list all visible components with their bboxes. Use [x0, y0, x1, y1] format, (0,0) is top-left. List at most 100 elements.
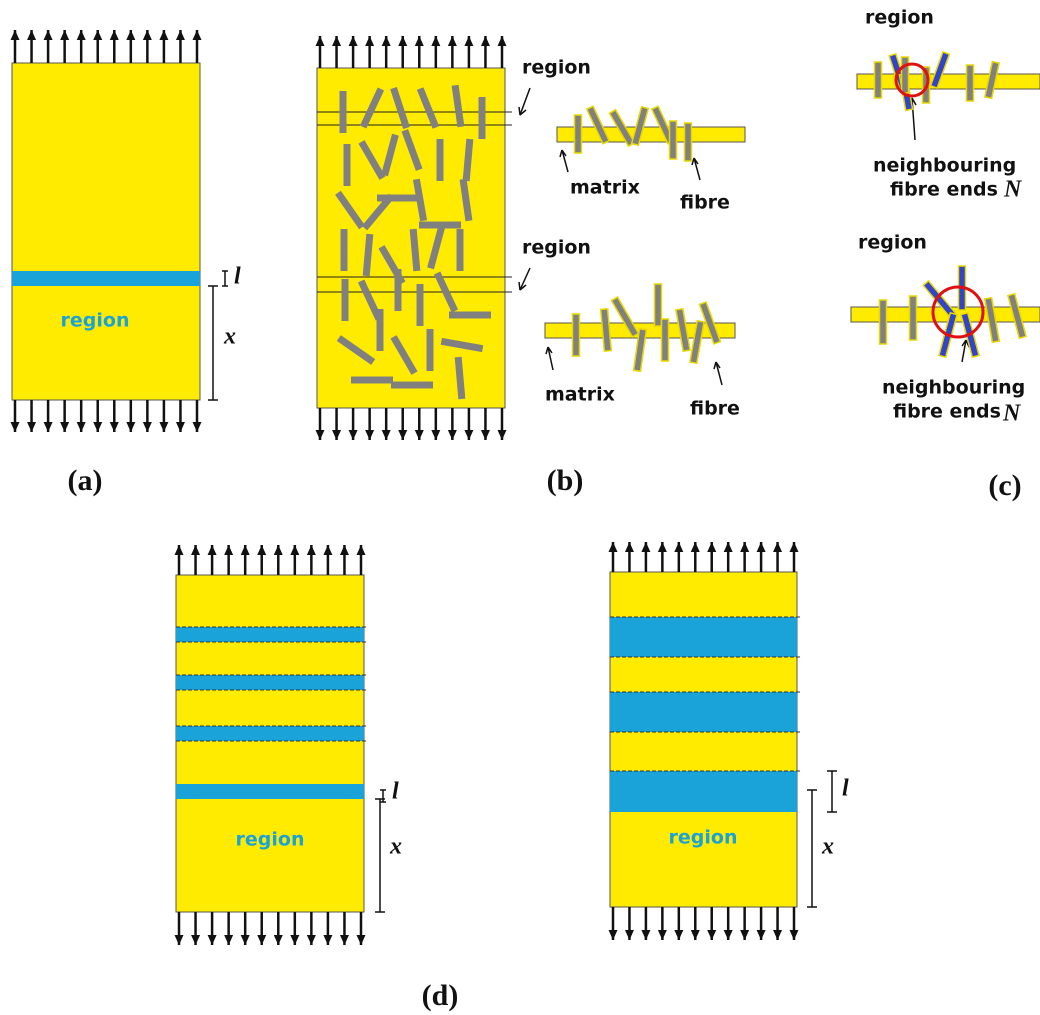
arrow-head: [481, 36, 490, 46]
arrow-head: [93, 30, 102, 40]
arrow-head: [707, 930, 716, 940]
arrow-head: [625, 542, 634, 552]
arrow-head: [365, 430, 374, 440]
caption: (d): [422, 979, 459, 1012]
arrow-head: [110, 30, 119, 40]
fibre: [344, 144, 351, 186]
arrow-head: [126, 30, 135, 40]
arrow-head: [357, 545, 366, 555]
arrow-head: [159, 422, 168, 432]
fibre: [437, 139, 444, 181]
fibre: [377, 195, 419, 202]
specimen: [176, 575, 364, 912]
arrow-head: [481, 430, 490, 440]
arrow-head: [724, 930, 733, 940]
matrix-label: matrix: [545, 384, 615, 406]
shapes: [12, 63, 1040, 912]
arrow-head: [27, 30, 36, 40]
arrow-head: [691, 542, 700, 552]
arrow-head: [193, 422, 202, 432]
region-label: region: [522, 57, 591, 79]
matrix-label: matrix: [570, 177, 640, 199]
arrow-head: [77, 30, 86, 40]
fibre-label: fibre: [680, 192, 730, 214]
arrow-head: [365, 36, 374, 46]
arrow-head: [290, 545, 299, 555]
arrow-head: [349, 36, 358, 46]
l-bracket: [380, 790, 386, 802]
fibre: [670, 121, 677, 159]
arrow-head: [498, 36, 507, 46]
specimen: [12, 63, 200, 400]
arrow-head: [44, 30, 53, 40]
arrow-head: [609, 542, 618, 552]
arrow-head: [176, 30, 185, 40]
l-bracket: [827, 771, 837, 812]
arrow-head: [340, 545, 349, 555]
annotation: fibre ends: [890, 179, 998, 201]
region-arrows: [519, 88, 530, 290]
fibre: [662, 319, 669, 361]
fibre: [573, 314, 580, 356]
arrow-head: [175, 545, 184, 555]
length-label: l: [842, 776, 849, 802]
arrow-head: [691, 930, 700, 940]
fibre: [880, 300, 887, 344]
arrow-head: [257, 545, 266, 555]
arrow-head: [93, 422, 102, 432]
x-bracket: [375, 799, 385, 912]
fibre: [395, 269, 402, 311]
fibre-label: fibre: [690, 398, 740, 420]
matrix-strip: [557, 127, 745, 142]
arrow-head: [143, 422, 152, 432]
figure: region l x (a) region matrix fibre regio…: [0, 0, 1040, 1015]
arrow-head: [349, 430, 358, 440]
arrow-head: [448, 36, 457, 46]
annotation: neighbouring: [873, 155, 1016, 177]
arrow-head: [307, 545, 316, 555]
l-bracket: [222, 271, 228, 286]
fibre: [342, 279, 349, 321]
arrow-head: [316, 36, 325, 46]
fibre: [340, 91, 347, 133]
caption: (a): [68, 464, 103, 497]
fibre: [685, 123, 692, 161]
arrow-head: [398, 36, 407, 46]
arrow-head: [415, 430, 424, 440]
fibre: [457, 229, 464, 271]
arrow-head: [790, 542, 799, 552]
fibre: [910, 296, 917, 340]
arrow-head: [757, 542, 766, 552]
matrix-strip: [857, 74, 1040, 89]
position-label: x: [223, 324, 236, 350]
arrow-head: [340, 935, 349, 945]
fibre: [875, 62, 882, 98]
arrow-head: [625, 930, 634, 940]
arrow-head: [316, 430, 325, 440]
fibre: [575, 115, 582, 153]
region-band: [176, 784, 364, 799]
arrow-head: [609, 930, 618, 940]
arrow-head: [448, 430, 457, 440]
arrow-head: [241, 545, 250, 555]
arrow-head: [382, 36, 391, 46]
arrow-head: [641, 930, 650, 940]
annotation: fibre ends: [893, 401, 1001, 423]
arrow-head: [724, 542, 733, 552]
arrow-head: [224, 545, 233, 555]
arrow-head: [332, 430, 341, 440]
arrow-head: [159, 30, 168, 40]
arrow-head: [658, 542, 667, 552]
arrow-head: [274, 935, 283, 945]
position-label: x: [821, 834, 834, 860]
fibre: [341, 229, 348, 271]
fibre: [601, 309, 612, 351]
arrow-head: [740, 542, 749, 552]
arrow-head: [143, 30, 152, 40]
arrow-head: [674, 930, 683, 940]
symbol: N: [1003, 177, 1023, 203]
region-band: [12, 271, 200, 286]
arrow-head: [773, 542, 782, 552]
arrow-head: [60, 30, 69, 40]
fibre: [427, 329, 434, 371]
